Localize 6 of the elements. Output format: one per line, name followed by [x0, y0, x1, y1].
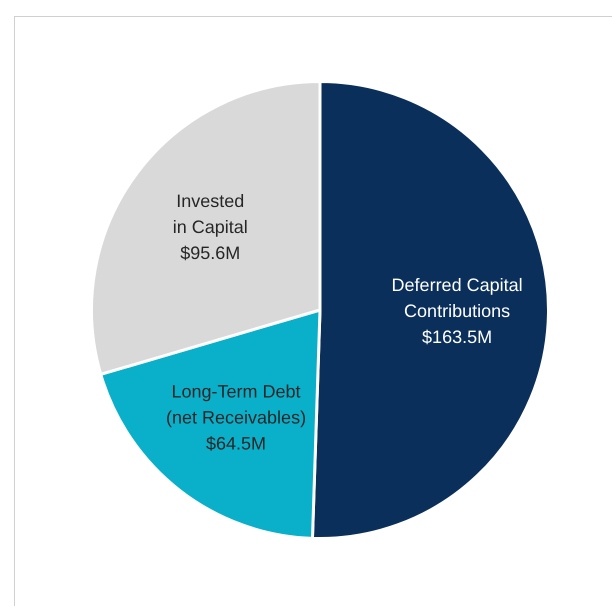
slice-label: Invested in Capital	[172, 190, 248, 237]
data-label: $163.5M	[422, 327, 492, 348]
slice-label: Deferred Capital Contributions	[392, 275, 523, 322]
data-label: $95.6M	[180, 242, 240, 263]
data-label: $64.5M	[206, 433, 266, 454]
slice-label: Long-Term Debt (net Receivables)	[166, 381, 306, 428]
